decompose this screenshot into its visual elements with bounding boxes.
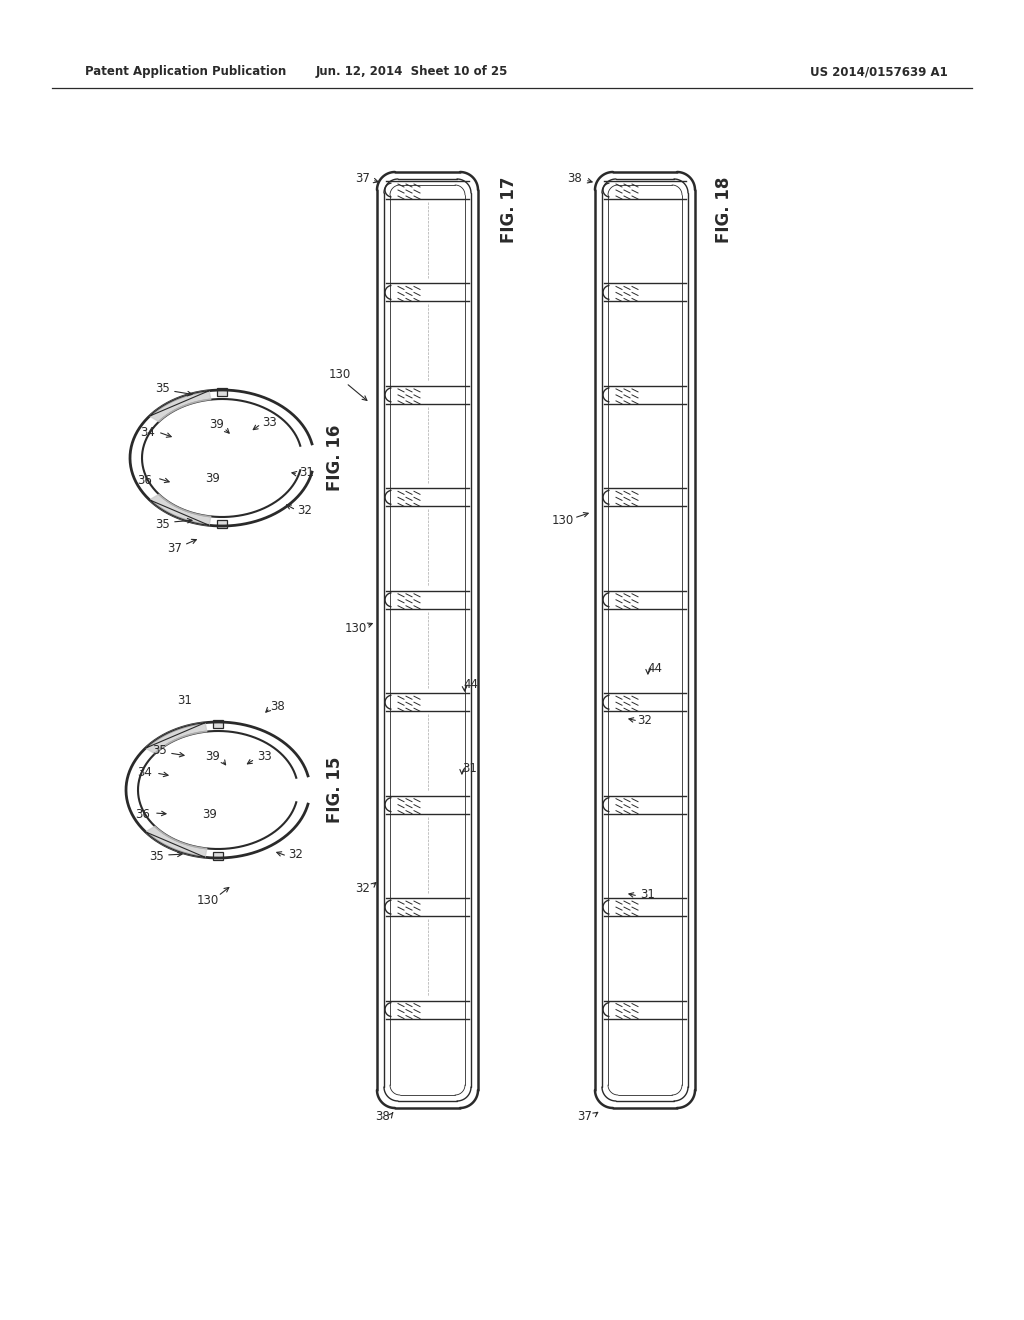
Text: 36: 36 [135,808,151,821]
Text: 38: 38 [567,172,583,185]
Text: FIG. 16: FIG. 16 [326,425,344,491]
Text: FIG. 17: FIG. 17 [500,177,518,243]
Text: 39: 39 [206,751,220,763]
Text: 39: 39 [210,418,224,432]
Text: 33: 33 [258,751,272,763]
Text: 39: 39 [206,471,220,484]
Polygon shape [150,494,211,525]
Polygon shape [145,722,207,754]
Bar [217,520,227,528]
Text: Jun. 12, 2014  Sheet 10 of 25: Jun. 12, 2014 Sheet 10 of 25 [315,66,508,78]
Text: 34: 34 [140,425,156,438]
Text: 32: 32 [638,714,652,726]
Text: 39: 39 [203,808,217,821]
Text: 37: 37 [578,1110,593,1123]
Text: Patent Application Publication: Patent Application Publication [85,66,287,78]
Text: 37: 37 [168,541,182,554]
Text: FIG. 15: FIG. 15 [326,756,344,824]
Text: 36: 36 [137,474,153,487]
Text: 35: 35 [150,850,165,863]
Text: 130: 130 [197,894,219,907]
Text: 35: 35 [156,519,170,532]
Text: 35: 35 [153,743,167,756]
Bar [213,851,223,861]
Text: 37: 37 [355,172,371,185]
Text: 32: 32 [289,849,303,862]
Polygon shape [145,826,207,857]
Text: 130: 130 [345,622,368,635]
Text: 32: 32 [298,503,312,516]
Text: 33: 33 [262,416,278,429]
Text: 31: 31 [177,693,193,706]
Polygon shape [150,391,211,421]
Bar [217,388,227,396]
Text: 130: 130 [329,368,351,381]
Text: 35: 35 [156,381,170,395]
Text: 44: 44 [647,661,663,675]
Text: 31: 31 [463,762,477,775]
Text: 130: 130 [552,513,574,527]
Bar [213,719,223,729]
Text: 31: 31 [641,888,655,902]
Text: US 2014/0157639 A1: US 2014/0157639 A1 [810,66,948,78]
Text: 32: 32 [355,882,371,895]
Text: 38: 38 [270,700,286,713]
Text: FIG. 18: FIG. 18 [715,177,733,243]
Text: 44: 44 [464,678,478,692]
Text: 34: 34 [137,767,153,780]
Text: 38: 38 [376,1110,390,1123]
Text: 31: 31 [300,466,314,479]
